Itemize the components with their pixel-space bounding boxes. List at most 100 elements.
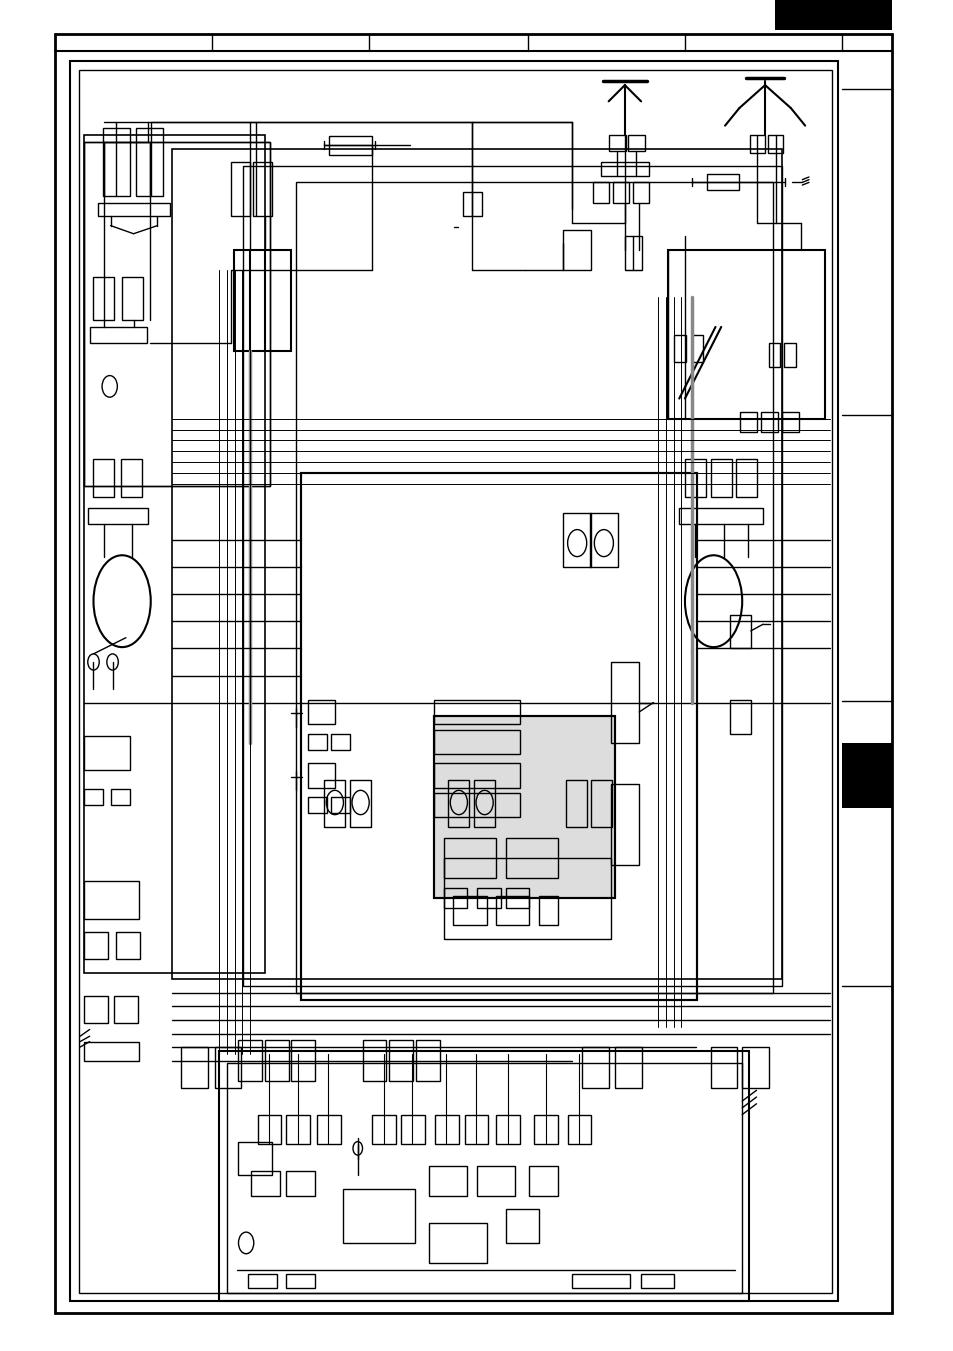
Bar [624, 236, 641, 270]
Bar [706, 174, 739, 190]
Bar [710, 1047, 737, 1088]
Bar [84, 142, 270, 486]
Bar [679, 508, 762, 524]
Bar [591, 780, 612, 827]
Bar [496, 896, 529, 925]
Bar [443, 838, 496, 878]
Bar [538, 896, 558, 925]
Bar [600, 162, 648, 176]
Bar [610, 784, 639, 865]
Bar [84, 135, 265, 973]
Bar [93, 277, 114, 320]
Bar [172, 149, 781, 979]
Bar [400, 1115, 424, 1144]
Bar [331, 734, 350, 750]
Bar [114, 996, 138, 1023]
Bar [435, 1115, 458, 1144]
Bar [308, 797, 327, 813]
Bar [505, 1209, 538, 1243]
Bar [116, 932, 140, 959]
Bar [760, 412, 778, 432]
Bar [84, 736, 130, 770]
Bar [389, 1040, 413, 1081]
Bar [443, 858, 610, 939]
Bar [257, 1115, 281, 1144]
Bar [464, 1115, 488, 1144]
Bar [350, 780, 371, 827]
Bar [227, 1063, 741, 1293]
Bar [434, 700, 519, 724]
Bar [581, 1047, 608, 1088]
Bar [291, 1040, 314, 1081]
Bar [736, 459, 757, 497]
Bar [286, 1171, 314, 1196]
Bar [841, 743, 891, 808]
Bar [741, 1047, 768, 1088]
Bar [103, 128, 130, 196]
Bar [238, 1142, 272, 1175]
Bar [615, 1047, 641, 1088]
Bar [295, 182, 772, 993]
Bar [416, 1040, 439, 1081]
Bar [627, 135, 644, 151]
Bar [534, 1115, 558, 1144]
Bar [740, 412, 757, 432]
Bar [55, 34, 891, 1313]
Bar [434, 730, 519, 754]
Bar [111, 789, 130, 805]
Bar [248, 1274, 276, 1288]
Bar [136, 128, 163, 196]
Bar [640, 1274, 674, 1288]
Bar [562, 513, 591, 567]
Bar [84, 996, 108, 1023]
Bar [729, 615, 750, 648]
Bar [88, 508, 148, 524]
Bar [301, 473, 697, 1000]
Bar [219, 1051, 748, 1301]
Bar [474, 780, 495, 827]
Bar [251, 1171, 279, 1196]
Bar [589, 513, 618, 567]
Bar [84, 932, 108, 959]
Bar [783, 343, 795, 367]
Bar [372, 1115, 395, 1144]
Bar [710, 459, 731, 497]
Bar [608, 135, 625, 151]
Bar [476, 1166, 515, 1196]
Bar [768, 343, 780, 367]
Bar [238, 1040, 262, 1081]
Bar [308, 700, 335, 724]
Bar [308, 734, 327, 750]
Bar [453, 896, 486, 925]
Bar [329, 136, 372, 155]
Bar [667, 250, 824, 419]
Bar [121, 459, 142, 497]
Bar [84, 1042, 139, 1061]
Bar [331, 797, 350, 813]
Bar [572, 1274, 629, 1288]
Bar [316, 1115, 340, 1144]
Bar [443, 888, 467, 908]
Bar [633, 182, 648, 203]
Bar [286, 1115, 310, 1144]
Bar [84, 142, 270, 486]
Bar [729, 700, 750, 734]
Bar [505, 888, 529, 908]
Bar [84, 789, 103, 805]
Bar [434, 793, 519, 817]
Bar [593, 182, 608, 203]
Bar [429, 1166, 467, 1196]
Bar [749, 135, 764, 153]
Bar [429, 1223, 486, 1263]
Bar [122, 277, 143, 320]
Bar [84, 881, 139, 919]
Bar [253, 162, 272, 216]
Bar [684, 459, 705, 497]
Bar [674, 335, 685, 362]
Bar [93, 459, 114, 497]
Bar [231, 162, 250, 216]
Bar [462, 192, 481, 216]
Bar [286, 1274, 314, 1288]
Bar [362, 1040, 386, 1081]
Bar [301, 473, 697, 1000]
